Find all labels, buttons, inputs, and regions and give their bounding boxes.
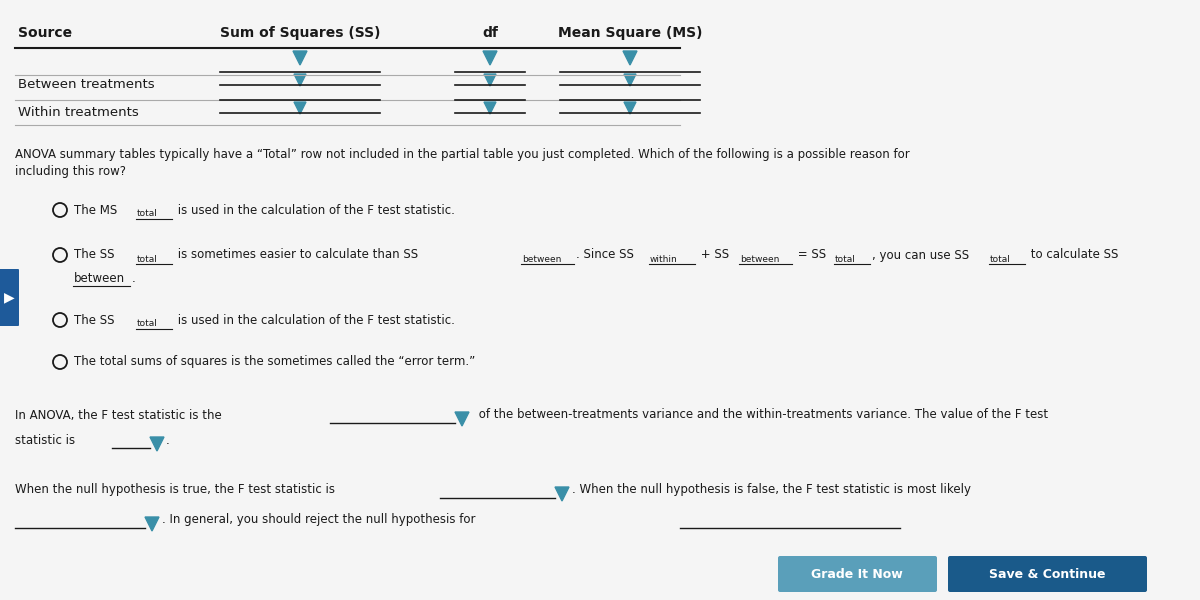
Polygon shape — [484, 74, 496, 86]
Text: to calculate SS: to calculate SS — [1027, 248, 1118, 262]
Text: + SS: + SS — [697, 248, 730, 262]
Text: between: between — [522, 254, 562, 263]
Text: is used in the calculation of the F test statistic.: is used in the calculation of the F test… — [174, 313, 455, 326]
Text: within: within — [650, 254, 678, 263]
Text: Within treatments: Within treatments — [18, 106, 139, 118]
FancyBboxPatch shape — [778, 556, 937, 592]
Text: of the between-treatments variance and the within-treatments variance. The value: of the between-treatments variance and t… — [475, 409, 1048, 421]
Polygon shape — [293, 51, 307, 65]
Polygon shape — [294, 74, 306, 86]
Text: The MS: The MS — [74, 203, 118, 217]
Text: Source: Source — [18, 26, 72, 40]
Text: between: between — [74, 271, 125, 284]
Text: total: total — [137, 254, 158, 263]
Text: = SS: = SS — [794, 248, 826, 262]
Text: statistic is: statistic is — [14, 433, 76, 446]
Text: ▶: ▶ — [4, 290, 14, 304]
Text: total: total — [835, 254, 856, 263]
Polygon shape — [554, 487, 569, 501]
Text: df: df — [482, 26, 498, 40]
Text: total: total — [137, 209, 158, 218]
Polygon shape — [294, 102, 306, 114]
Text: When the null hypothesis is true, the F test statistic is: When the null hypothesis is true, the F … — [14, 484, 335, 497]
Text: The SS: The SS — [74, 313, 114, 326]
Polygon shape — [624, 74, 636, 86]
Text: In ANOVA, the F test statistic is the: In ANOVA, the F test statistic is the — [14, 409, 222, 421]
Text: Save & Continue: Save & Continue — [989, 568, 1105, 581]
FancyBboxPatch shape — [0, 269, 19, 326]
Text: including this row?: including this row? — [14, 165, 126, 178]
Text: . When the null hypothesis is false, the F test statistic is most likely: . When the null hypothesis is false, the… — [572, 484, 971, 497]
Polygon shape — [623, 51, 637, 65]
Text: is used in the calculation of the F test statistic.: is used in the calculation of the F test… — [174, 203, 455, 217]
Text: is sometimes easier to calculate than SS: is sometimes easier to calculate than SS — [174, 248, 418, 262]
Text: Mean Square (MS): Mean Square (MS) — [558, 26, 702, 40]
Text: total: total — [137, 319, 158, 329]
Text: total: total — [990, 254, 1010, 263]
Polygon shape — [484, 102, 496, 114]
FancyBboxPatch shape — [948, 556, 1147, 592]
Polygon shape — [482, 51, 497, 65]
Text: The SS: The SS — [74, 248, 114, 262]
Polygon shape — [145, 517, 158, 531]
Text: ANOVA summary tables typically have a “Total” row not included in the partial ta: ANOVA summary tables typically have a “T… — [14, 148, 910, 161]
Text: . Since SS: . Since SS — [576, 248, 634, 262]
Polygon shape — [624, 102, 636, 114]
Text: .: . — [166, 433, 169, 446]
Text: .: . — [132, 271, 136, 284]
Text: Sum of Squares (SS): Sum of Squares (SS) — [220, 26, 380, 40]
Text: Grade It Now: Grade It Now — [811, 568, 902, 581]
Polygon shape — [150, 437, 164, 451]
Polygon shape — [455, 412, 469, 426]
Text: , you can use SS: , you can use SS — [872, 248, 970, 262]
Text: The total sums of squares is the sometimes called the “error term.”: The total sums of squares is the sometim… — [74, 355, 475, 368]
Text: between: between — [740, 254, 779, 263]
Text: . In general, you should reject the null hypothesis for: . In general, you should reject the null… — [162, 514, 475, 527]
Text: Between treatments: Between treatments — [18, 79, 155, 91]
